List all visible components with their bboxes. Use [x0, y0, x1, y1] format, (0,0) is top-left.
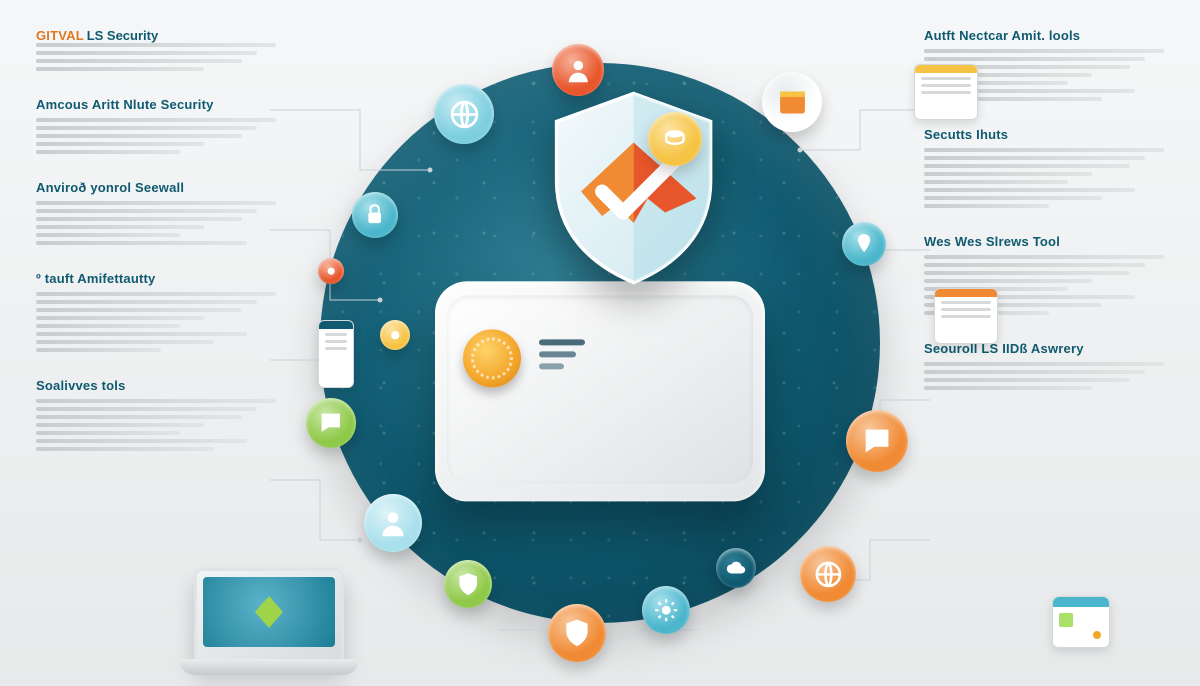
section-left-0-title-post: LS Security: [87, 28, 159, 43]
calendar-tile-icon: [1052, 596, 1110, 648]
section-left-4-body: [36, 399, 276, 451]
orange-globe-br: [800, 546, 856, 602]
orb-small-l1: [380, 320, 410, 350]
avatar-cyan-bl: [364, 494, 422, 552]
gold-seal-icon: [463, 330, 521, 388]
center-card: [435, 282, 765, 502]
laptop-icon: [194, 568, 344, 664]
section-right-1-body: [924, 148, 1164, 208]
shield-check-icon: [529, 83, 739, 293]
chat-orange-right: [846, 410, 908, 472]
browser-right: [762, 72, 822, 132]
window-panel-ml: [318, 320, 354, 388]
section-left-2-body: [36, 201, 276, 245]
pin-cyan-right: [842, 222, 886, 266]
section-left-0-body: [36, 43, 276, 71]
left-column: GITVAL LS Security Amcous Aritt Nlute Se…: [36, 28, 276, 455]
center-card-inner: [447, 296, 753, 484]
shield-green-bl: [444, 560, 492, 608]
laptop-screen: [203, 577, 335, 647]
globe-cyan-left: [434, 84, 494, 144]
section-left-1: Amcous Aritt Nlute Security: [36, 97, 276, 158]
section-left-3-body: [36, 292, 276, 352]
section-right-3: Seouroll LS IIDß Aswrery: [924, 341, 1164, 394]
window-panel-tr: [914, 64, 978, 120]
cloud-teal-bot: [716, 548, 756, 588]
avatar-badge-top: [552, 44, 604, 96]
lock-teal-left: [352, 192, 398, 238]
section-left-4-title: Soalivves tols: [36, 378, 276, 393]
orb-small-l2: [318, 258, 344, 284]
window-panel-mr: [934, 288, 998, 344]
section-left-2: Anviroð yonrol Seewall: [36, 180, 276, 249]
section-right-1: Secutts Ihuts: [924, 127, 1164, 212]
section-left-3: º tauft Amifettautty: [36, 271, 276, 356]
section-right-2-title: Wes Wes Slrews Tool: [924, 234, 1164, 249]
section-left-0: GITVAL LS Security: [36, 28, 276, 75]
coins-yellow: [648, 112, 702, 166]
section-right-1-title: Secutts Ihuts: [924, 127, 1164, 142]
section-left-3-title: º tauft Amifettautty: [36, 271, 276, 286]
section-left-4: Soalivves tols: [36, 378, 276, 455]
section-left-2-title: Anviroð yonrol Seewall: [36, 180, 276, 195]
laptop-base: [179, 659, 359, 675]
gear-cyan-bottom: [642, 586, 690, 634]
chat-green-left: [306, 398, 356, 448]
section-left-0-title-pre: GITVAL: [36, 28, 84, 43]
laptop-diamond-icon: [255, 596, 283, 628]
section-left-1-body: [36, 118, 276, 154]
card-bars-icon: [539, 340, 585, 376]
section-right-0-title: Autft Nectcar Amit. lools: [924, 28, 1164, 43]
section-left-1-title: Amcous Aritt Nlute Security: [36, 97, 276, 112]
shield-orange-bot: [548, 604, 606, 662]
section-right-3-body: [924, 362, 1164, 390]
